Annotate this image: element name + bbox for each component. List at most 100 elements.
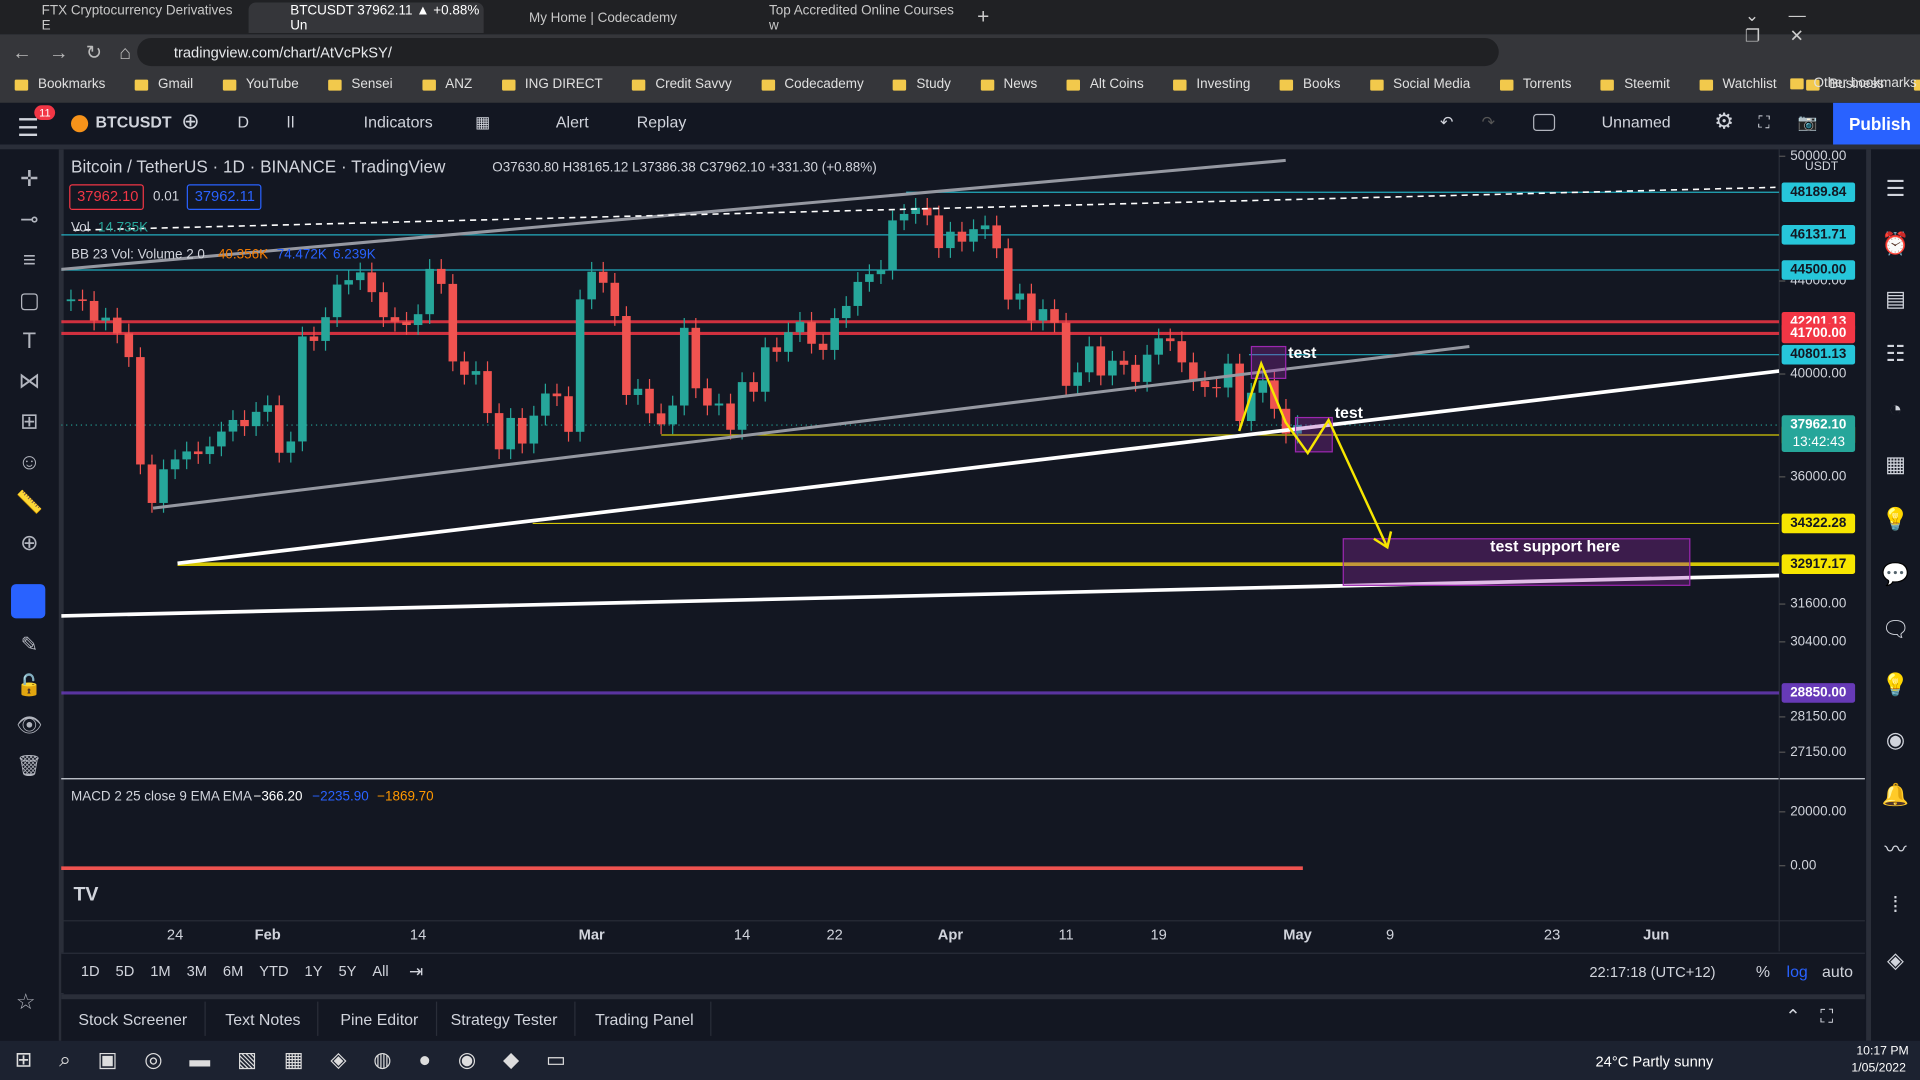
time-tick-label: Feb [255,927,281,943]
address-field[interactable] [137,37,1499,67]
bookmark[interactable]: Gmail [135,77,193,92]
bookmark[interactable]: Social Media [1370,77,1470,92]
bb-value: 6.239K [333,246,376,261]
lock-tools[interactable]: ✎ 🔓 👁 🗑 [16,633,43,778]
layout-name[interactable]: Unnamed [1601,112,1671,132]
candle [737,382,747,430]
price-tick-label: 31600.00 [1790,596,1846,611]
macd-tick-label: 0.00 [1790,857,1816,872]
bookmark[interactable]: ING DIRECT [502,77,603,92]
candle [205,446,215,455]
candle [124,333,134,358]
redo[interactable]: ↷ [1481,112,1495,132]
browser-tab[interactable]: BTCUSDT 37962.11 ▲ +0.88% Un [248,2,484,34]
range-button[interactable]: 3M [186,962,207,980]
alert[interactable]: Alert [555,112,589,132]
candle [274,405,284,453]
range-button[interactable]: 1Y [304,962,323,980]
time-tick-label: 11 [1058,927,1073,943]
interval[interactable]: D [237,112,250,132]
range-button[interactable]: 5Y [338,962,357,980]
price-tick-label: 50000.00 [1790,148,1846,163]
symbol[interactable]: BTCUSDT [95,112,172,132]
bookmark[interactable]: YouTube [223,77,299,92]
candle [1165,338,1175,342]
new-tab[interactable]: + [977,4,990,29]
candle [552,393,562,397]
magnet-tool[interactable] [11,584,46,619]
publish-button[interactable] [1833,102,1920,145]
bookmark[interactable]: Alt Coins [1067,77,1144,92]
candle [1189,362,1198,382]
templates[interactable]: ▦ [475,112,491,132]
browser-tab[interactable]: Top Accredited Online Courses w [768,3,954,33]
bookmark[interactable]: Sensei [328,77,392,92]
taskbar-apps[interactable]: ⊞⌕▣◎▬▧▦◈◍●◉◆▭ [14,1048,593,1072]
bottom-tab[interactable]: Trading Panel [578,1001,713,1036]
layout-select[interactable] [1533,113,1556,132]
add-symbol[interactable]: ⊕ [181,108,200,134]
bookmark[interactable]: Investing [1173,77,1250,92]
candle [390,317,400,322]
symbol-icon [71,115,89,133]
dashed-line [73,186,1776,231]
sell-box[interactable] [69,184,144,211]
bookmark[interactable]: Watchlist [1699,77,1777,92]
panel-controls[interactable]: ⌃⛶ [1785,1006,1853,1028]
replay[interactable]: Replay [636,112,687,132]
candle [494,413,504,450]
undo[interactable]: ↶ [1440,112,1454,132]
candle [957,231,967,242]
currency[interactable]: USDT [1805,159,1839,173]
buy-box[interactable] [186,184,262,211]
bookmark[interactable]: Codecademy [761,77,863,92]
bookmark[interactable]: Study [893,77,950,92]
browser-tab[interactable]: My Home | Codecademy [528,10,677,26]
bookmark[interactable]: Books [1280,77,1340,92]
goto-date[interactable]: ⇥ [408,961,424,981]
log-toggle[interactable]: log [1786,962,1808,981]
candle [402,321,411,326]
settings[interactable]: ⚙ [1714,108,1735,134]
time-tick-label: 23 [1544,927,1560,943]
range-button[interactable]: 1M [150,962,171,980]
candle [251,411,261,427]
bookmark[interactable]: Bookmarks [15,77,105,92]
bookmark[interactable]: Credit Savvy [632,77,731,92]
bookmark[interactable]: ANZ [422,77,472,92]
sidebar-icons[interactable]: ☰ ⏰ ▤ ☷ ◔ ▦ 💡 💬 🗨 💡 ◉ 🔔 〰 ⁞ ◈ [1881,176,1910,973]
bookmark[interactable]: Steemit [1601,77,1670,92]
bb-label: BB 23 Vol: Volume 2 0 [71,246,205,261]
bottom-tab[interactable]: Pine Editor [323,1001,437,1036]
bottom-tab[interactable]: Text Notes [208,1001,319,1036]
candle [344,280,353,285]
favorites[interactable]: ☆ [15,989,36,1014]
range-button[interactable]: YTD [259,962,289,980]
bottom-tab[interactable]: Stock Screener [61,1001,206,1036]
auto-toggle[interactable]: auto [1822,962,1854,981]
candle [598,271,608,283]
screenshot[interactable]: 📷 [1797,112,1818,132]
menu-icon[interactable]: ☰ [17,115,40,143]
bookmark[interactable]: News [980,77,1038,92]
bookmark[interactable]: Torrents [1500,77,1572,92]
range-button[interactable]: 1D [80,962,100,980]
browser-tab[interactable]: FTX Cryptocurrency Derivatives E [41,3,233,33]
candles [66,197,1302,513]
candle [193,451,203,455]
candle [159,469,168,503]
indicators[interactable]: Indicators [363,112,433,132]
candle [1235,363,1244,422]
range-button[interactable]: All [372,962,389,980]
range-button[interactable]: 5D [115,962,135,980]
range-button[interactable]: 6M [222,962,244,980]
fullscreen[interactable]: ⛶ [1758,112,1770,132]
candle [136,357,145,465]
bottom-tab[interactable]: Strategy Tester [433,1001,576,1036]
box [1250,345,1287,379]
other-bookmarks[interactable]: Other bookmarks [1790,76,1916,91]
chart-type[interactable]: ǀǀ [286,112,295,132]
percent-toggle[interactable]: % [1755,962,1771,981]
drawing-tools[interactable]: ✛ ⊸ ≡ ▢ T ⋈ ⊞ ☺ 📏 ⊕ [15,166,44,555]
